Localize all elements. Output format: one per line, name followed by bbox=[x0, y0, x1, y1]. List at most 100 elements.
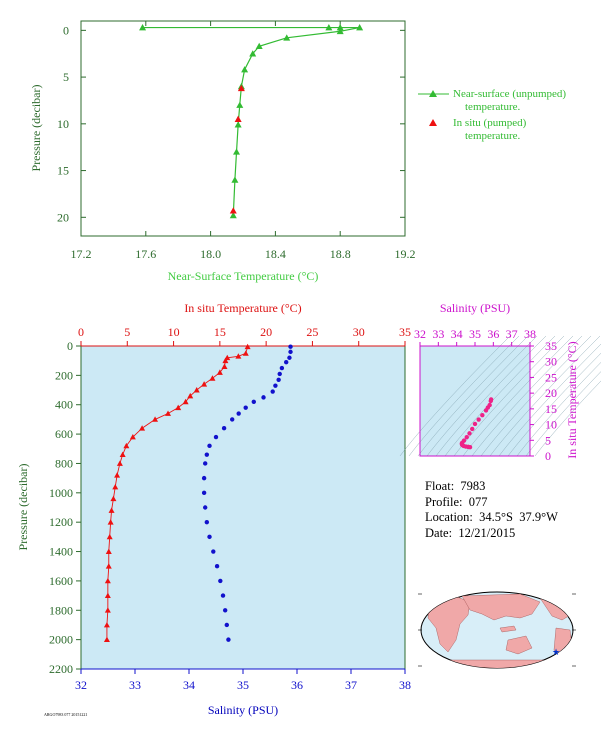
ts-temperature-tick-label: 10 bbox=[545, 418, 557, 432]
salinity-tick-label: 35 bbox=[237, 678, 249, 692]
location-map: ★ bbox=[418, 591, 576, 669]
salinity-profile-point bbox=[251, 399, 256, 404]
temperature-profile-point bbox=[114, 472, 121, 478]
ts-point bbox=[483, 408, 489, 413]
near-surface-point bbox=[236, 101, 244, 108]
temperature-profile-point bbox=[104, 607, 111, 613]
temperature-profile-point bbox=[175, 404, 182, 411]
profile-y-tick-label: 1400 bbox=[49, 545, 73, 559]
temperature-profile-point bbox=[201, 381, 208, 387]
salinity-profile-point bbox=[220, 593, 226, 598]
ts-salinity-tick-label: 36 bbox=[487, 327, 499, 341]
ts-point bbox=[472, 421, 478, 427]
temperature-profile-point bbox=[112, 483, 119, 490]
temperature-axis-label: In situ Temperature (°C) bbox=[184, 301, 301, 315]
temperature-tick-label: 35 bbox=[399, 325, 411, 339]
salinity-profile-point bbox=[243, 405, 248, 410]
profile-y-tick-label: 1000 bbox=[49, 486, 73, 500]
ts-density-contour bbox=[426, 335, 538, 457]
ts-point bbox=[464, 434, 469, 440]
temperature-profile-point bbox=[129, 434, 136, 440]
legend-unpumped-label-2: temperature. bbox=[465, 101, 521, 113]
ts-density-contour bbox=[507, 352, 601, 457]
profile-y-tick-label: 400 bbox=[55, 398, 73, 412]
salinity-profile-point bbox=[222, 608, 228, 613]
salinity-profile-point bbox=[213, 434, 219, 440]
salinity-profile-point bbox=[204, 452, 210, 457]
map-south-america bbox=[553, 627, 573, 665]
profile-y-tick-label: 2200 bbox=[49, 662, 73, 676]
legend-pumped-label-1: In situ (pumped) bbox=[453, 117, 527, 129]
salinity-profile-point bbox=[203, 461, 208, 466]
salinity-profile-point bbox=[270, 389, 275, 394]
ts-density-contour bbox=[525, 371, 601, 457]
legend-unpumped-label-1: Near-surface (unpumped) bbox=[453, 88, 566, 100]
temperature-tick-label: 10 bbox=[168, 325, 180, 339]
salinity-profile-point bbox=[207, 443, 212, 449]
near-surface-point bbox=[336, 24, 344, 31]
temperature-tick-label: 30 bbox=[353, 325, 365, 339]
ts-density-contour bbox=[471, 335, 583, 457]
temperature-profile-point bbox=[105, 548, 112, 554]
temperature-profile-point bbox=[152, 416, 159, 422]
ts-salinity-axis-label: Salinity (PSU) bbox=[440, 301, 510, 315]
salinity-profile-point bbox=[276, 377, 281, 382]
ts-salinity-tick-label: 37 bbox=[506, 327, 518, 341]
temperature-profile-point bbox=[107, 519, 114, 525]
temperature-profile-point bbox=[222, 357, 229, 364]
temperature-tick-label: 20 bbox=[260, 325, 272, 339]
salinity-profile-point bbox=[261, 395, 266, 400]
salinity-profile-point bbox=[214, 564, 220, 569]
ns-y-tick-label: 20 bbox=[57, 210, 69, 224]
profile-date: Date: 12/21/2015 bbox=[425, 525, 516, 540]
ts-density-contour bbox=[399, 335, 511, 457]
float-number: Float: 7983 bbox=[425, 479, 486, 493]
temperature-profile-point bbox=[235, 353, 242, 359]
ts-point bbox=[467, 431, 472, 436]
temperature-tick-label: 0 bbox=[78, 325, 84, 339]
temperature-profile-point bbox=[110, 495, 117, 502]
salinity-profile-point bbox=[287, 355, 292, 360]
temperature-profile-point bbox=[139, 425, 146, 431]
profile-y-tick-label: 1600 bbox=[49, 574, 73, 588]
salinity-axis-label: Salinity (PSU) bbox=[208, 703, 278, 717]
float-info: Float: 7983 Profile: 077 Location: 34.5°… bbox=[425, 479, 558, 541]
salinity-profile-point bbox=[226, 637, 231, 642]
salinity-profile-point bbox=[284, 359, 289, 365]
profile-y-tick-label: 200 bbox=[55, 368, 73, 382]
temperature-profile-point bbox=[105, 563, 112, 569]
in-situ-pumped-point bbox=[234, 115, 242, 122]
temperature-tick-label: 5 bbox=[124, 325, 130, 339]
near-surface-point bbox=[249, 50, 257, 57]
float-location: Location: 34.5°S 37.9°W bbox=[425, 510, 558, 524]
temperature-profile-point bbox=[221, 363, 228, 369]
temperature-profile-point bbox=[209, 375, 216, 381]
ns-x-tick-label: 18.8 bbox=[330, 247, 351, 261]
temperature-profile-point bbox=[119, 451, 126, 458]
profile-y-tick-label: 1800 bbox=[49, 603, 73, 617]
temperature-profile-point bbox=[104, 592, 111, 598]
map-indonesia bbox=[499, 625, 517, 633]
ns-x-tick-label: 19.2 bbox=[395, 247, 416, 261]
ts-salinity-tick-label: 33 bbox=[432, 327, 444, 341]
temperature-profile-point bbox=[216, 369, 223, 375]
near-surface-y-axis-label: Pressure (decibar) bbox=[29, 85, 43, 172]
salinity-profile-point bbox=[201, 475, 207, 481]
near-surface-point bbox=[255, 42, 263, 50]
ts-density-contour bbox=[480, 335, 592, 457]
salinity-profile-point bbox=[203, 505, 208, 510]
ns-y-tick-label: 5 bbox=[63, 70, 69, 84]
salinity-tick-label: 32 bbox=[75, 678, 87, 692]
ns-x-tick-label: 18.0 bbox=[200, 247, 221, 261]
temperature-profile-point bbox=[103, 621, 110, 628]
near-surface-legend: Near-surface (unpumped) temperature. In … bbox=[418, 88, 566, 142]
ns-y-tick-label: 15 bbox=[57, 164, 69, 178]
ts-density-contour bbox=[498, 343, 601, 457]
temperature-profile-point bbox=[104, 577, 111, 584]
temperature-profile-point bbox=[106, 533, 113, 540]
ts-salinity-tick-label: 38 bbox=[524, 327, 536, 341]
salinity-tick-label: 34 bbox=[183, 678, 195, 692]
ts-density-contour bbox=[408, 335, 520, 457]
near-surface-point bbox=[336, 27, 344, 35]
